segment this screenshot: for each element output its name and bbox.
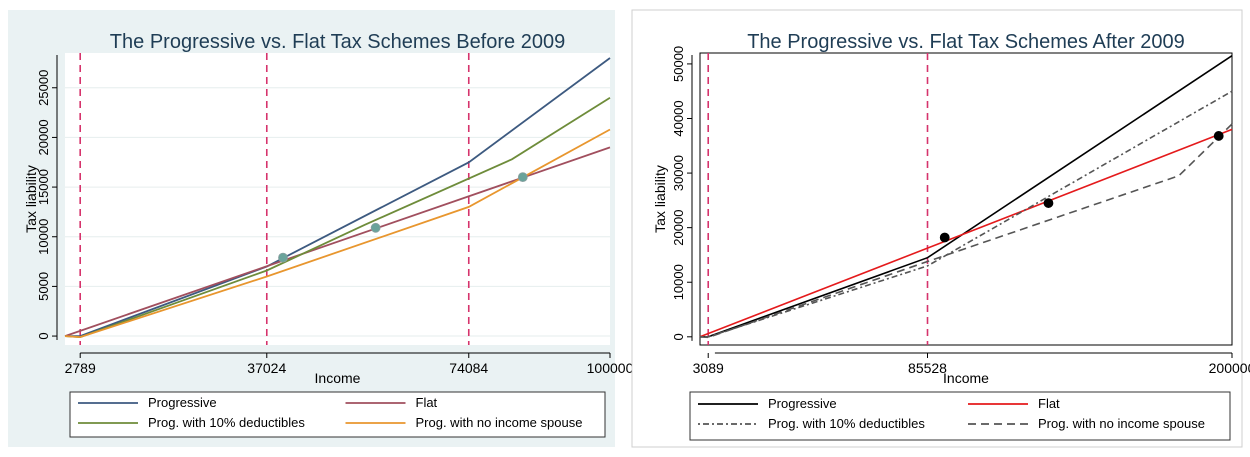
- intersection-marker: [370, 222, 381, 233]
- intersection-marker: [939, 232, 950, 243]
- plot-area: [65, 53, 610, 345]
- legend-label-2: Flat: [1038, 396, 1060, 411]
- y-tick-label: 20000: [671, 210, 686, 246]
- x-tick-label: 37024: [247, 360, 286, 376]
- chart-title: The Progressive vs. Flat Tax Schemes Aft…: [747, 31, 1185, 53]
- y-axis-label: Tax liability: [23, 165, 39, 233]
- y-tick-label: 5000: [36, 272, 51, 301]
- legend-label-3: Prog. with 10% deductibles: [768, 416, 925, 431]
- y-tick-label: 15000: [36, 169, 51, 205]
- intersection-marker: [1213, 131, 1224, 141]
- y-tick-label: 0: [671, 333, 686, 340]
- y-tick-label: 25000: [36, 70, 51, 106]
- series-line-4: [699, 123, 1233, 339]
- y-axis-label: Tax liability: [652, 165, 668, 233]
- y-tick-label: 40000: [671, 100, 686, 136]
- series-line-3: [700, 90, 1233, 338]
- legend-label-3: Prog. with 10% deductibles: [148, 415, 305, 430]
- legend-label-2: Flat: [416, 395, 438, 410]
- legend-label-1: Progressive: [768, 396, 837, 411]
- x-tick-label: 74084: [449, 360, 488, 376]
- series-line-4: [64, 128, 611, 339]
- chart-panel-1: The Progressive vs. Flat Tax Schemes Bef…: [8, 10, 634, 447]
- y-tick-label: 10000: [671, 264, 686, 300]
- x-tick-label: 85528: [908, 360, 947, 376]
- series-line-2: [699, 128, 1233, 338]
- x-tick-label: 100000: [587, 360, 634, 376]
- y-tick-label: 10000: [36, 219, 51, 255]
- legend-label-4: Prog. with no income spouse: [416, 415, 583, 430]
- x-tick-label: 3089: [693, 360, 724, 376]
- x-axis-label: Income: [315, 370, 361, 386]
- x-tick-label: 200000: [1209, 360, 1250, 376]
- legend-box: [689, 391, 1231, 441]
- y-tick-label: 20000: [36, 119, 51, 155]
- y-tick-label: 50000: [671, 46, 686, 82]
- y-tick-label: 0: [36, 332, 51, 339]
- plot-area: [699, 52, 1233, 346]
- intersection-marker: [278, 252, 288, 263]
- legend-box: [69, 391, 606, 438]
- legend-label-4: Prog. with no income spouse: [1038, 416, 1205, 431]
- intersection-marker: [517, 172, 528, 183]
- x-axis-label: Income: [943, 370, 989, 386]
- chart-panel-2: The Progressive vs. Flat Tax Schemes Aft…: [631, 9, 1250, 448]
- y-tick-label: 30000: [671, 155, 686, 191]
- chart-title: The Progressive vs. Flat Tax Schemes Bef…: [110, 31, 565, 53]
- legend-label-1: Progressive: [148, 395, 217, 410]
- x-tick-label: 2789: [65, 360, 96, 376]
- intersection-marker: [1043, 198, 1054, 208]
